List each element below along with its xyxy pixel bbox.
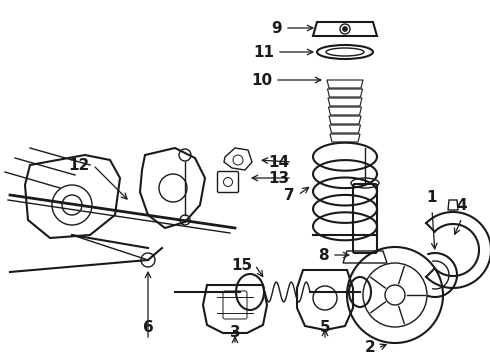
Text: 8: 8: [318, 248, 329, 262]
Text: 10: 10: [251, 72, 272, 87]
Text: 2: 2: [364, 341, 375, 356]
Text: 4: 4: [457, 198, 467, 213]
Text: 1: 1: [427, 190, 437, 205]
Text: 15: 15: [231, 257, 252, 273]
Text: 13: 13: [268, 171, 289, 185]
Text: 6: 6: [143, 320, 153, 335]
Text: 7: 7: [284, 188, 295, 202]
Text: 14: 14: [268, 154, 289, 170]
Text: 11: 11: [253, 45, 274, 59]
Text: 5: 5: [319, 320, 330, 335]
Circle shape: [343, 27, 347, 32]
Text: 9: 9: [271, 21, 282, 36]
Text: 12: 12: [69, 158, 90, 172]
Text: 3: 3: [230, 325, 240, 340]
